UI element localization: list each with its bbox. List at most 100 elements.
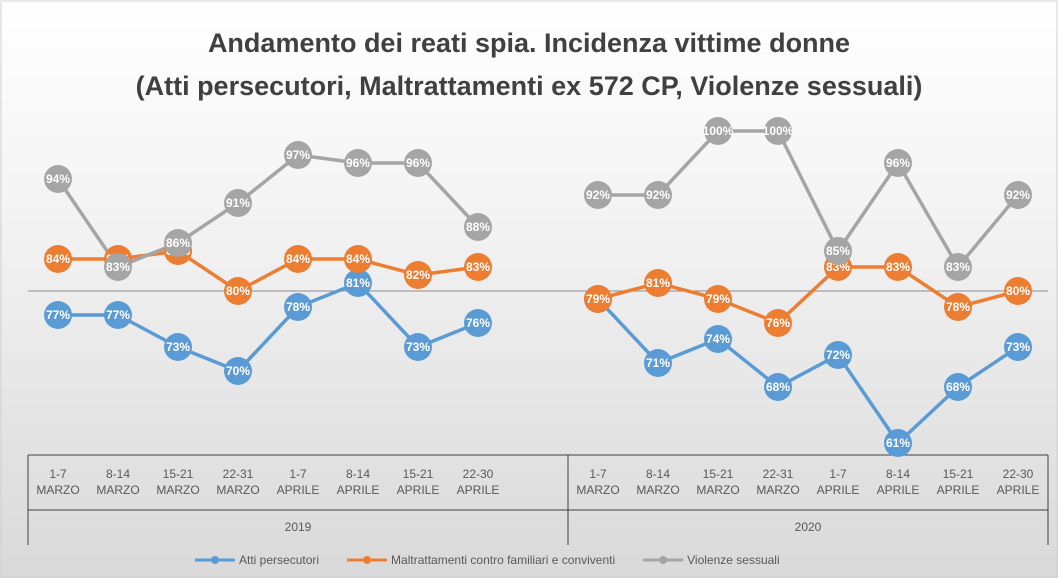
series-line	[58, 249, 1019, 326]
marker	[764, 309, 792, 337]
data-label: 84%	[346, 252, 370, 266]
data-label: 61%	[886, 436, 910, 450]
marker	[704, 325, 732, 353]
marker	[104, 301, 132, 329]
data-label: 84%	[286, 252, 310, 266]
marker	[584, 285, 612, 313]
data-label: 83%	[886, 260, 910, 274]
x-tick-label: 22-31 MARZO	[216, 467, 260, 497]
data-label: 81%	[646, 276, 670, 290]
x-tick-label: 15-21 MARZO	[696, 467, 740, 497]
data-label: 71%	[646, 356, 670, 370]
data-label: 83%	[106, 260, 130, 274]
x-tick-label: 15-21 APRILE	[396, 467, 440, 497]
series-line	[58, 280, 1019, 446]
marker	[404, 149, 432, 177]
data-label: 85%	[826, 244, 850, 258]
marker	[404, 333, 432, 361]
marker	[704, 117, 732, 145]
legend-label: Maltrattamenti contro familiari e conviv…	[391, 553, 615, 567]
marker	[224, 357, 252, 385]
marker	[704, 285, 732, 313]
marker	[464, 253, 492, 281]
data-label: 94%	[46, 172, 70, 186]
x-tick-label: 1-7 APRILE	[816, 467, 860, 497]
data-label: 83%	[946, 260, 970, 274]
x-tick-label: 15-21 MARZO	[156, 467, 200, 497]
marker	[44, 245, 72, 273]
data-label: 83%	[466, 260, 490, 274]
data-label: 92%	[1006, 188, 1030, 202]
marker	[344, 149, 372, 177]
data-label: 92%	[646, 188, 670, 202]
group-label: 2020	[794, 520, 822, 534]
data-label: 82%	[406, 268, 430, 282]
marker	[644, 269, 672, 297]
marker	[824, 237, 852, 265]
x-tick-label: 22-30 APRILE	[456, 467, 500, 497]
group-label: 2019	[284, 520, 312, 534]
marker	[644, 349, 672, 377]
x-tick-label: 1-7 APRILE	[276, 467, 320, 497]
data-label: 79%	[706, 292, 730, 306]
data-label: 80%	[226, 284, 250, 298]
x-tick-label: 15-21 APRILE	[936, 467, 980, 497]
legend-marker	[363, 556, 372, 564]
marker	[464, 309, 492, 337]
marker	[224, 189, 252, 217]
marker	[164, 333, 192, 361]
data-label: 77%	[106, 308, 130, 322]
data-label: 76%	[766, 316, 790, 330]
marker	[884, 149, 912, 177]
marker	[284, 293, 312, 321]
data-label: 91%	[226, 196, 250, 210]
marker	[104, 253, 132, 281]
data-label: 74%	[706, 332, 730, 346]
data-label: 86%	[166, 236, 190, 250]
data-label: 77%	[46, 308, 70, 322]
data-label: 73%	[166, 340, 190, 354]
x-tick-label: 22-30 APRILE	[996, 467, 1040, 497]
legend-marker	[659, 556, 668, 564]
marker	[1004, 181, 1032, 209]
legend-marker	[211, 556, 219, 564]
data-label: 84%	[46, 252, 70, 266]
data-label: 100%	[763, 124, 794, 138]
x-tick-label: 1-7 MARZO	[36, 467, 80, 497]
data-label: 73%	[1006, 340, 1030, 354]
x-tick-label: 8-14 APRILE	[336, 467, 380, 497]
x-tick-label: 1-7 MARZO	[576, 467, 620, 497]
data-label: 96%	[886, 156, 910, 170]
marker	[944, 373, 972, 401]
marker	[404, 261, 432, 289]
data-label: 81%	[346, 276, 370, 290]
data-label: 70%	[226, 364, 250, 378]
marker	[344, 269, 372, 297]
data-label: 68%	[946, 380, 970, 394]
marker	[44, 165, 72, 193]
marker	[584, 181, 612, 209]
marker	[464, 213, 492, 241]
marker	[884, 429, 912, 457]
marker	[764, 373, 792, 401]
marker	[944, 253, 972, 281]
data-label: 88%	[466, 220, 490, 234]
data-label: 100%	[703, 124, 734, 138]
x-tick-label: 22-31 MARZO	[756, 467, 800, 497]
data-label: 96%	[406, 156, 430, 170]
x-tick-label: 8-14 MARZO	[96, 467, 140, 497]
marker	[884, 253, 912, 281]
data-label: 72%	[826, 348, 850, 362]
data-label: 68%	[766, 380, 790, 394]
chart-title: Andamento dei reati spia. Incidenza vitt…	[207, 28, 851, 58]
data-label: 97%	[286, 148, 310, 162]
marker	[164, 229, 192, 257]
marker	[344, 245, 372, 273]
marker	[824, 341, 852, 369]
chart-title: (Atti persecutori, Maltrattamenti ex 572…	[135, 71, 923, 101]
legend-label: Atti persecutori	[239, 553, 319, 567]
legend-label: Violenze sessuali	[687, 553, 780, 567]
data-label: 78%	[286, 300, 310, 314]
data-label: 96%	[346, 156, 370, 170]
